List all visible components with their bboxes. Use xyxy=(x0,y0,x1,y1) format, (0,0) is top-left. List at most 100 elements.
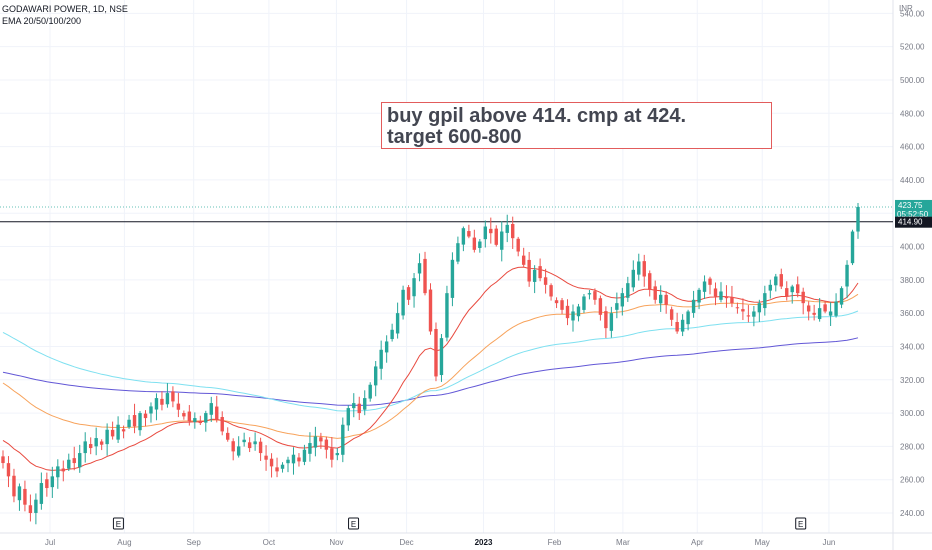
candle-body xyxy=(467,231,471,237)
candle-body xyxy=(363,398,367,410)
candle-body xyxy=(324,439,329,450)
currency-unit: INR xyxy=(899,4,913,13)
y-tick-label: 300.00 xyxy=(900,409,925,418)
candle-body xyxy=(204,413,208,423)
candle-body xyxy=(34,499,38,513)
candle-body xyxy=(626,283,630,298)
earnings-marker xyxy=(348,517,360,530)
y-tick-label: 380.00 xyxy=(900,276,925,285)
y-tick-label: 360.00 xyxy=(900,309,925,318)
candle-body xyxy=(99,441,104,445)
candle-body xyxy=(226,432,230,440)
candle-body xyxy=(708,278,712,285)
candle-body xyxy=(401,289,405,316)
candle-body xyxy=(12,475,16,497)
x-tick-label: Jun xyxy=(822,538,835,547)
candle-body xyxy=(50,476,55,488)
candle-body xyxy=(127,419,131,428)
candle-body xyxy=(160,398,164,405)
candle-body xyxy=(258,441,263,454)
candle-body xyxy=(330,448,334,460)
candle-body xyxy=(94,438,98,447)
candle-body xyxy=(549,285,553,297)
x-tick-label: Apr xyxy=(691,538,704,547)
candle-body xyxy=(176,403,181,410)
y-tick-label: 320.00 xyxy=(900,376,925,385)
candle-body xyxy=(806,305,811,312)
candle-body xyxy=(154,398,159,410)
candle-body xyxy=(746,315,751,317)
candle-body xyxy=(182,413,186,417)
candle-body xyxy=(417,263,422,274)
candle-body xyxy=(390,329,394,340)
candle-body xyxy=(691,299,696,313)
candle-body xyxy=(187,411,192,422)
candle-body xyxy=(67,459,71,469)
candle-body xyxy=(686,311,690,325)
candle-body xyxy=(373,366,378,386)
candle-body xyxy=(680,319,685,332)
candle-body xyxy=(757,303,762,313)
candle-body xyxy=(752,311,756,317)
candle-body xyxy=(72,458,76,464)
candle-body xyxy=(779,274,783,287)
candle-body xyxy=(445,293,449,338)
candle-body xyxy=(456,243,460,262)
candle-body xyxy=(664,294,668,305)
candle-body xyxy=(28,505,33,514)
y-tick-label: 260.00 xyxy=(900,476,925,485)
candle-body xyxy=(774,276,778,286)
candle-body xyxy=(620,293,625,307)
candle-body xyxy=(171,391,175,402)
candle-body xyxy=(505,224,509,233)
candle-body xyxy=(149,406,153,414)
candle-body xyxy=(412,278,416,297)
candle-body xyxy=(763,293,767,309)
candle-body xyxy=(105,429,109,445)
candle-body xyxy=(532,269,537,282)
candle-body xyxy=(17,486,22,501)
candle-body xyxy=(713,288,718,297)
candle-body xyxy=(571,311,575,321)
candle-body xyxy=(593,291,597,300)
candle-body xyxy=(741,309,745,312)
candle-body xyxy=(39,483,44,504)
candle-body xyxy=(143,413,148,419)
earnings-marker-label: E xyxy=(351,520,356,529)
candle-body xyxy=(165,393,170,405)
candle-body xyxy=(653,286,657,300)
candle-body xyxy=(598,298,603,315)
level-price-tag xyxy=(895,216,932,228)
candle-body xyxy=(828,311,833,316)
candle-body xyxy=(395,313,400,334)
candle-body xyxy=(302,449,307,462)
candle-body xyxy=(730,296,734,304)
candle-body xyxy=(308,443,312,454)
candle-body xyxy=(406,287,411,300)
y-tick-label: 540.00 xyxy=(900,9,925,18)
candle-body xyxy=(110,429,115,437)
candle-body xyxy=(675,322,679,332)
candle-body xyxy=(565,305,570,319)
annotation-box[interactable]: buy gpil above 414. cmp at 424. target 6… xyxy=(381,102,772,149)
candle-body xyxy=(379,349,383,369)
earnings-marker xyxy=(795,517,807,530)
candle-body xyxy=(839,288,844,305)
earnings-marker-label: E xyxy=(116,520,121,529)
candle-body xyxy=(697,289,701,303)
candle-body xyxy=(637,261,641,275)
candle-body xyxy=(538,266,542,279)
y-tick-label: 280.00 xyxy=(900,442,925,451)
indicator-label: EMA 20/50/100/200 xyxy=(2,16,82,26)
candle-body xyxy=(313,436,318,448)
candle-body xyxy=(335,453,340,456)
y-tick-label: 500.00 xyxy=(900,76,925,85)
x-tick-label: Dec xyxy=(399,538,413,547)
candle-body xyxy=(61,468,65,472)
candle-body xyxy=(560,300,564,310)
candle-body xyxy=(516,238,520,252)
x-tick-label: Jul xyxy=(45,538,55,547)
ema200-line xyxy=(2,337,859,406)
candle-body xyxy=(511,224,515,239)
